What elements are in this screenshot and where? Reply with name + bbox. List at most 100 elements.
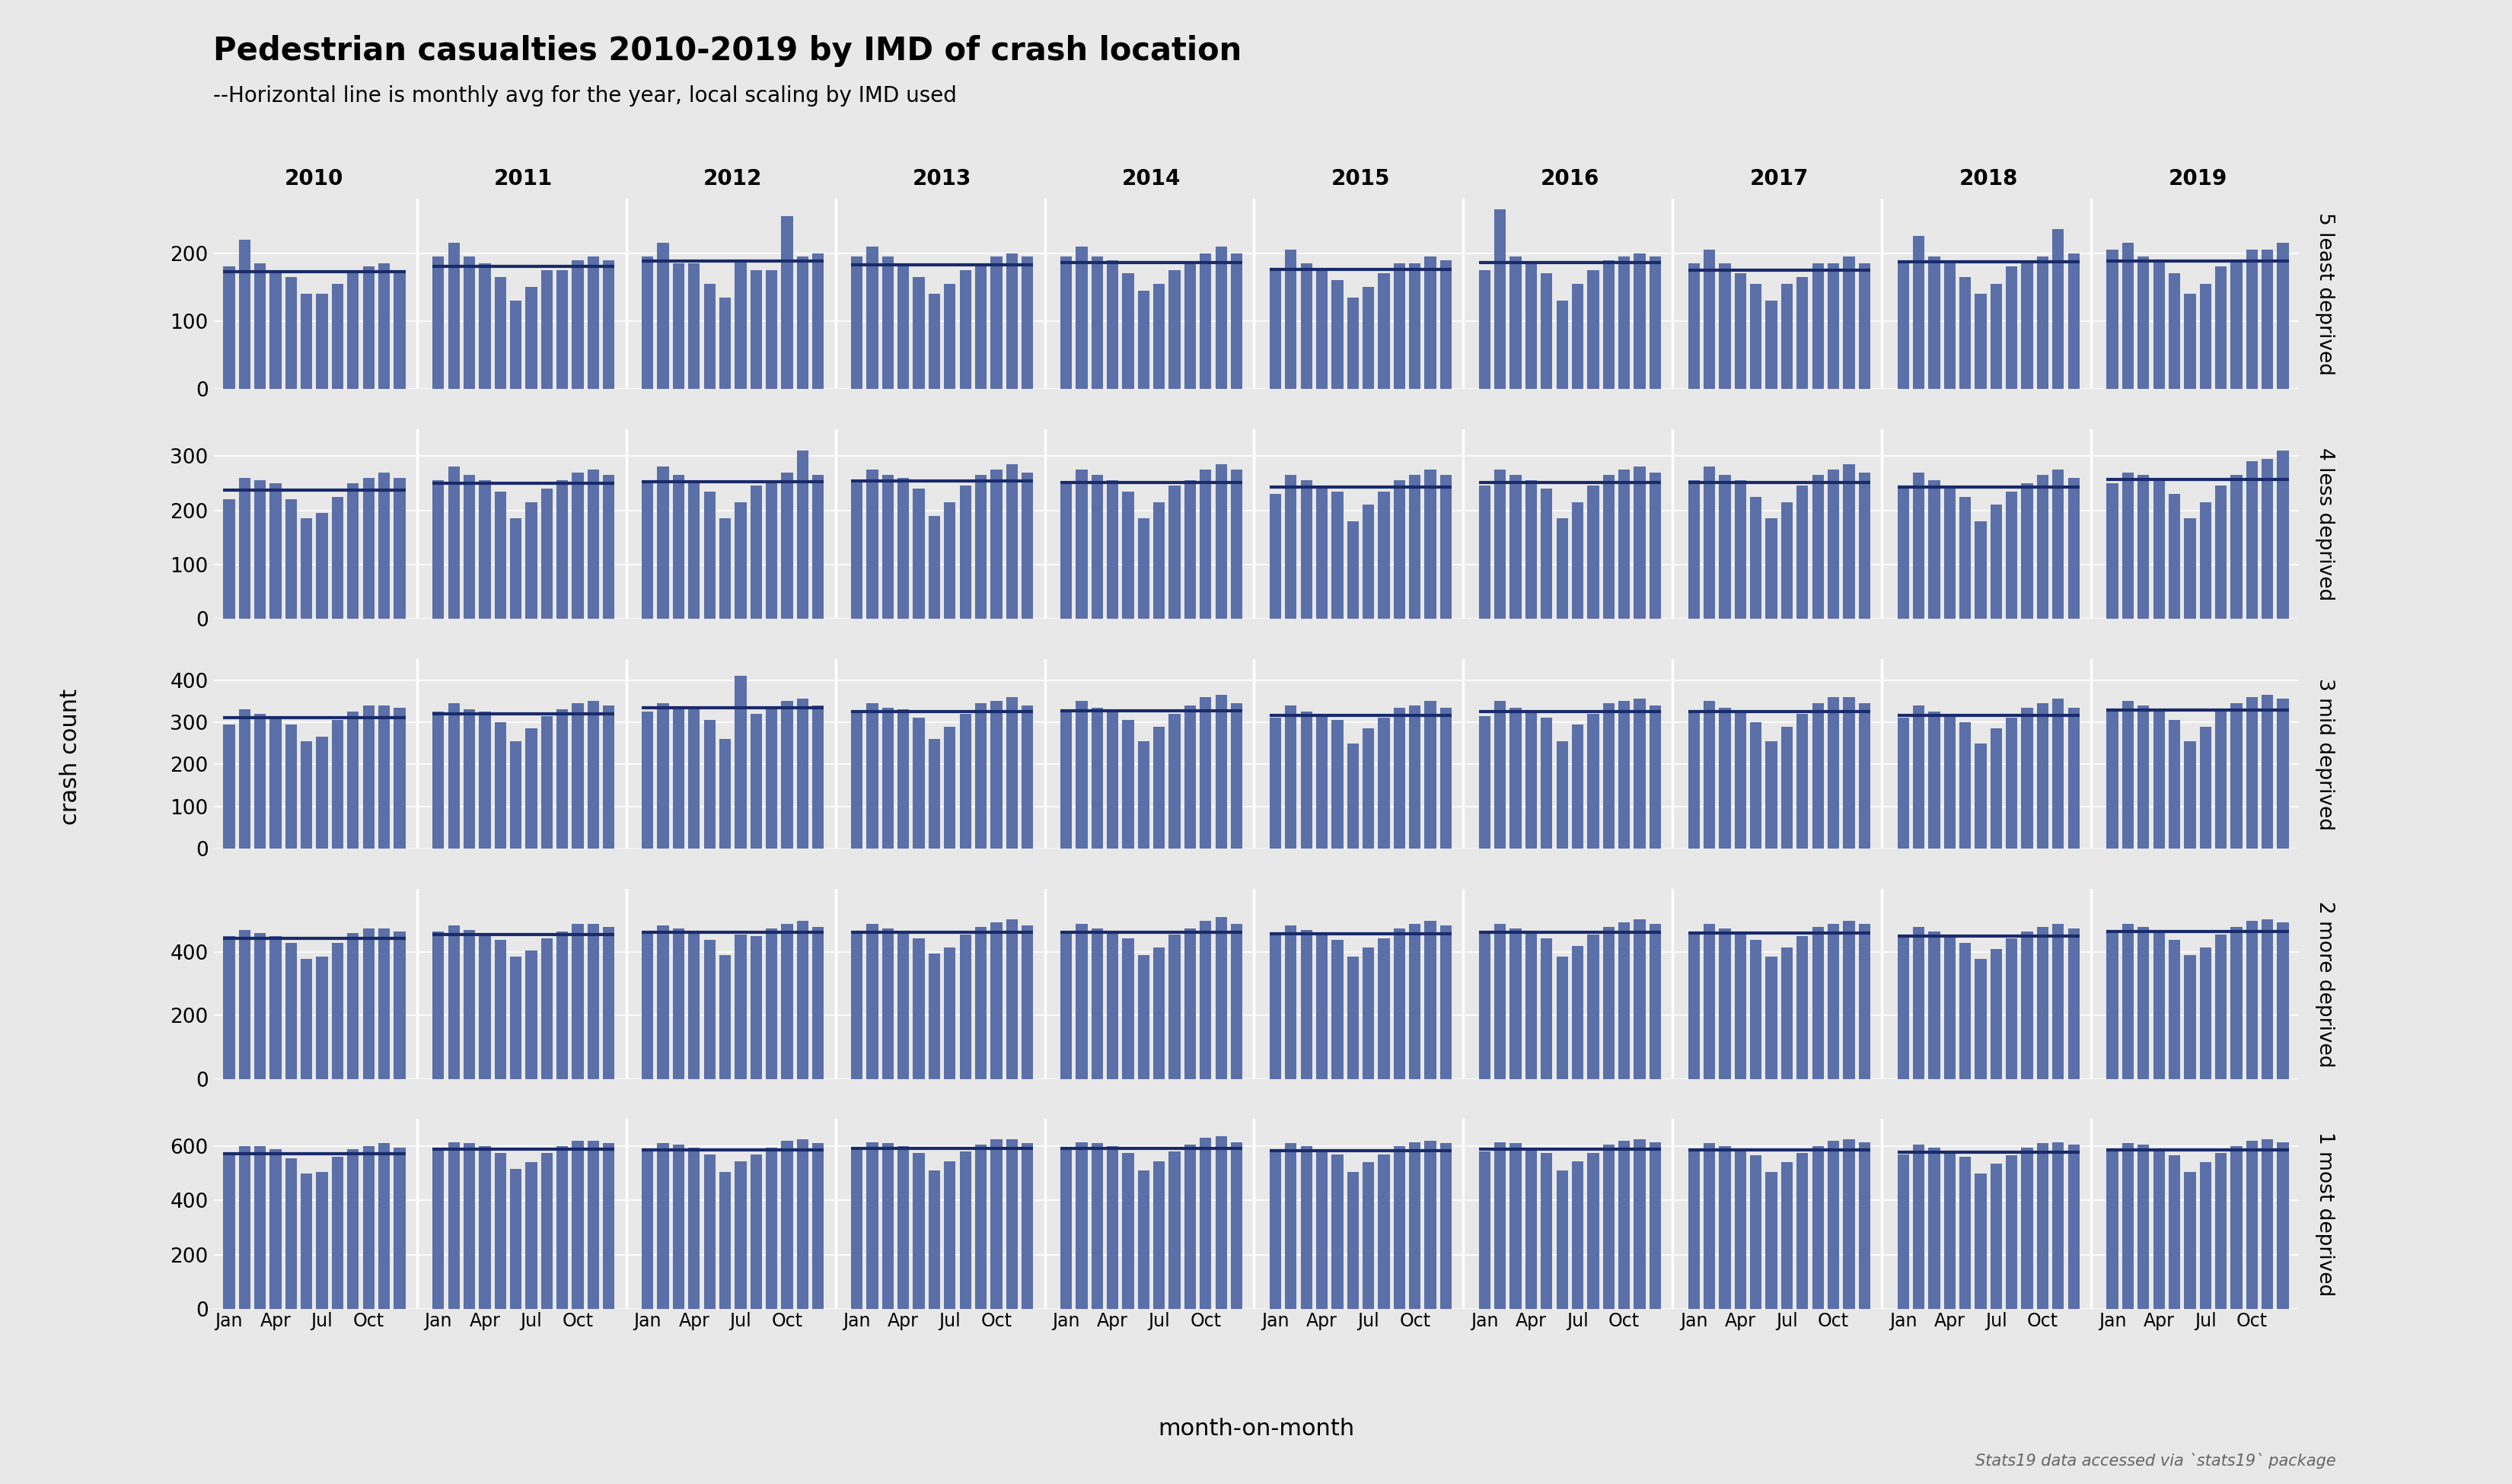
Bar [1897, 935, 1909, 1079]
Bar [1439, 926, 1452, 1079]
Bar [2153, 932, 2165, 1079]
Bar [1718, 708, 1731, 849]
Bar [2183, 1172, 2195, 1309]
Bar [1168, 1152, 1181, 1309]
Bar [1796, 714, 1809, 849]
Text: 3 mid deprived: 3 mid deprived [2316, 678, 2336, 830]
Bar [1090, 475, 1103, 619]
Bar [1633, 699, 1645, 849]
Bar [1557, 518, 1567, 619]
Bar [975, 263, 987, 389]
Bar [1269, 270, 1281, 389]
Bar [1618, 1141, 1630, 1309]
Bar [975, 928, 987, 1079]
Bar [1286, 705, 1296, 849]
Bar [1201, 1138, 1211, 1309]
Bar [362, 705, 374, 849]
Bar [2261, 1140, 2273, 1309]
Bar [224, 1156, 234, 1309]
Bar [480, 481, 490, 619]
Bar [1540, 938, 1552, 1079]
Bar [1912, 928, 1924, 1079]
Bar [394, 270, 404, 389]
Bar [1269, 1152, 1281, 1309]
Bar [2278, 451, 2288, 619]
Bar [2183, 741, 2195, 849]
Bar [1331, 491, 1344, 619]
Text: 2015: 2015 [1331, 168, 1389, 190]
Bar [2123, 923, 2133, 1079]
Bar [465, 930, 475, 1079]
Bar [1153, 727, 1166, 849]
Bar [1424, 920, 1437, 1079]
Bar [1781, 727, 1794, 849]
Bar [882, 257, 894, 389]
Bar [1409, 263, 1422, 389]
Bar [1022, 257, 1032, 389]
Bar [540, 715, 553, 849]
Bar [1123, 938, 1133, 1079]
Bar [1060, 712, 1073, 849]
Bar [540, 938, 553, 1079]
Bar [2037, 257, 2047, 389]
Bar [1394, 263, 1404, 389]
Bar [641, 932, 653, 1079]
Bar [394, 932, 404, 1079]
Bar [269, 936, 281, 1079]
Bar [525, 951, 538, 1079]
Bar [1829, 469, 1839, 619]
Bar [1974, 959, 1987, 1079]
Bar [1090, 929, 1103, 1079]
Bar [1751, 723, 1761, 849]
Bar [1573, 502, 1583, 619]
Bar [2216, 485, 2226, 619]
Bar [558, 270, 568, 389]
Bar [2216, 712, 2226, 849]
Bar [2108, 249, 2118, 389]
Bar [1844, 697, 1854, 849]
Bar [2201, 1162, 2211, 1309]
Bar [1781, 947, 1794, 1079]
Bar [1929, 1147, 1939, 1309]
Bar [2183, 294, 2195, 389]
Bar [1811, 263, 1824, 389]
Bar [1183, 263, 1196, 389]
Bar [588, 469, 600, 619]
Bar [1346, 521, 1359, 619]
Bar [1409, 923, 1422, 1079]
Bar [1022, 472, 1032, 619]
Bar [1718, 929, 1731, 1079]
Bar [1138, 518, 1150, 619]
Bar [781, 700, 794, 849]
Bar [766, 708, 776, 849]
Bar [1897, 1155, 1909, 1309]
Text: 2019: 2019 [2168, 168, 2228, 190]
Bar [510, 1169, 522, 1309]
Bar [332, 1158, 344, 1309]
Bar [1301, 1146, 1311, 1309]
Bar [317, 294, 329, 389]
Bar [379, 929, 389, 1079]
Bar [1480, 715, 1490, 849]
Bar [1766, 741, 1776, 849]
Text: --Horizontal line is monthly avg for the year, local scaling by IMD used: --Horizontal line is monthly avg for the… [214, 86, 957, 107]
Bar [510, 741, 522, 849]
Bar [1603, 1144, 1615, 1309]
Bar [703, 491, 716, 619]
Bar [1603, 703, 1615, 849]
Bar [1168, 270, 1181, 389]
Bar [1168, 935, 1181, 1079]
Bar [1123, 273, 1133, 389]
Text: 2014: 2014 [1123, 168, 1181, 190]
Bar [945, 283, 955, 389]
Bar [641, 484, 653, 619]
Bar [1090, 708, 1103, 849]
Text: 2011: 2011 [495, 168, 553, 190]
Bar [641, 712, 653, 849]
Bar [1183, 481, 1196, 619]
Bar [495, 278, 505, 389]
Bar [1362, 947, 1374, 1079]
Bar [224, 936, 234, 1079]
Bar [734, 260, 746, 389]
Bar [1974, 294, 1987, 389]
